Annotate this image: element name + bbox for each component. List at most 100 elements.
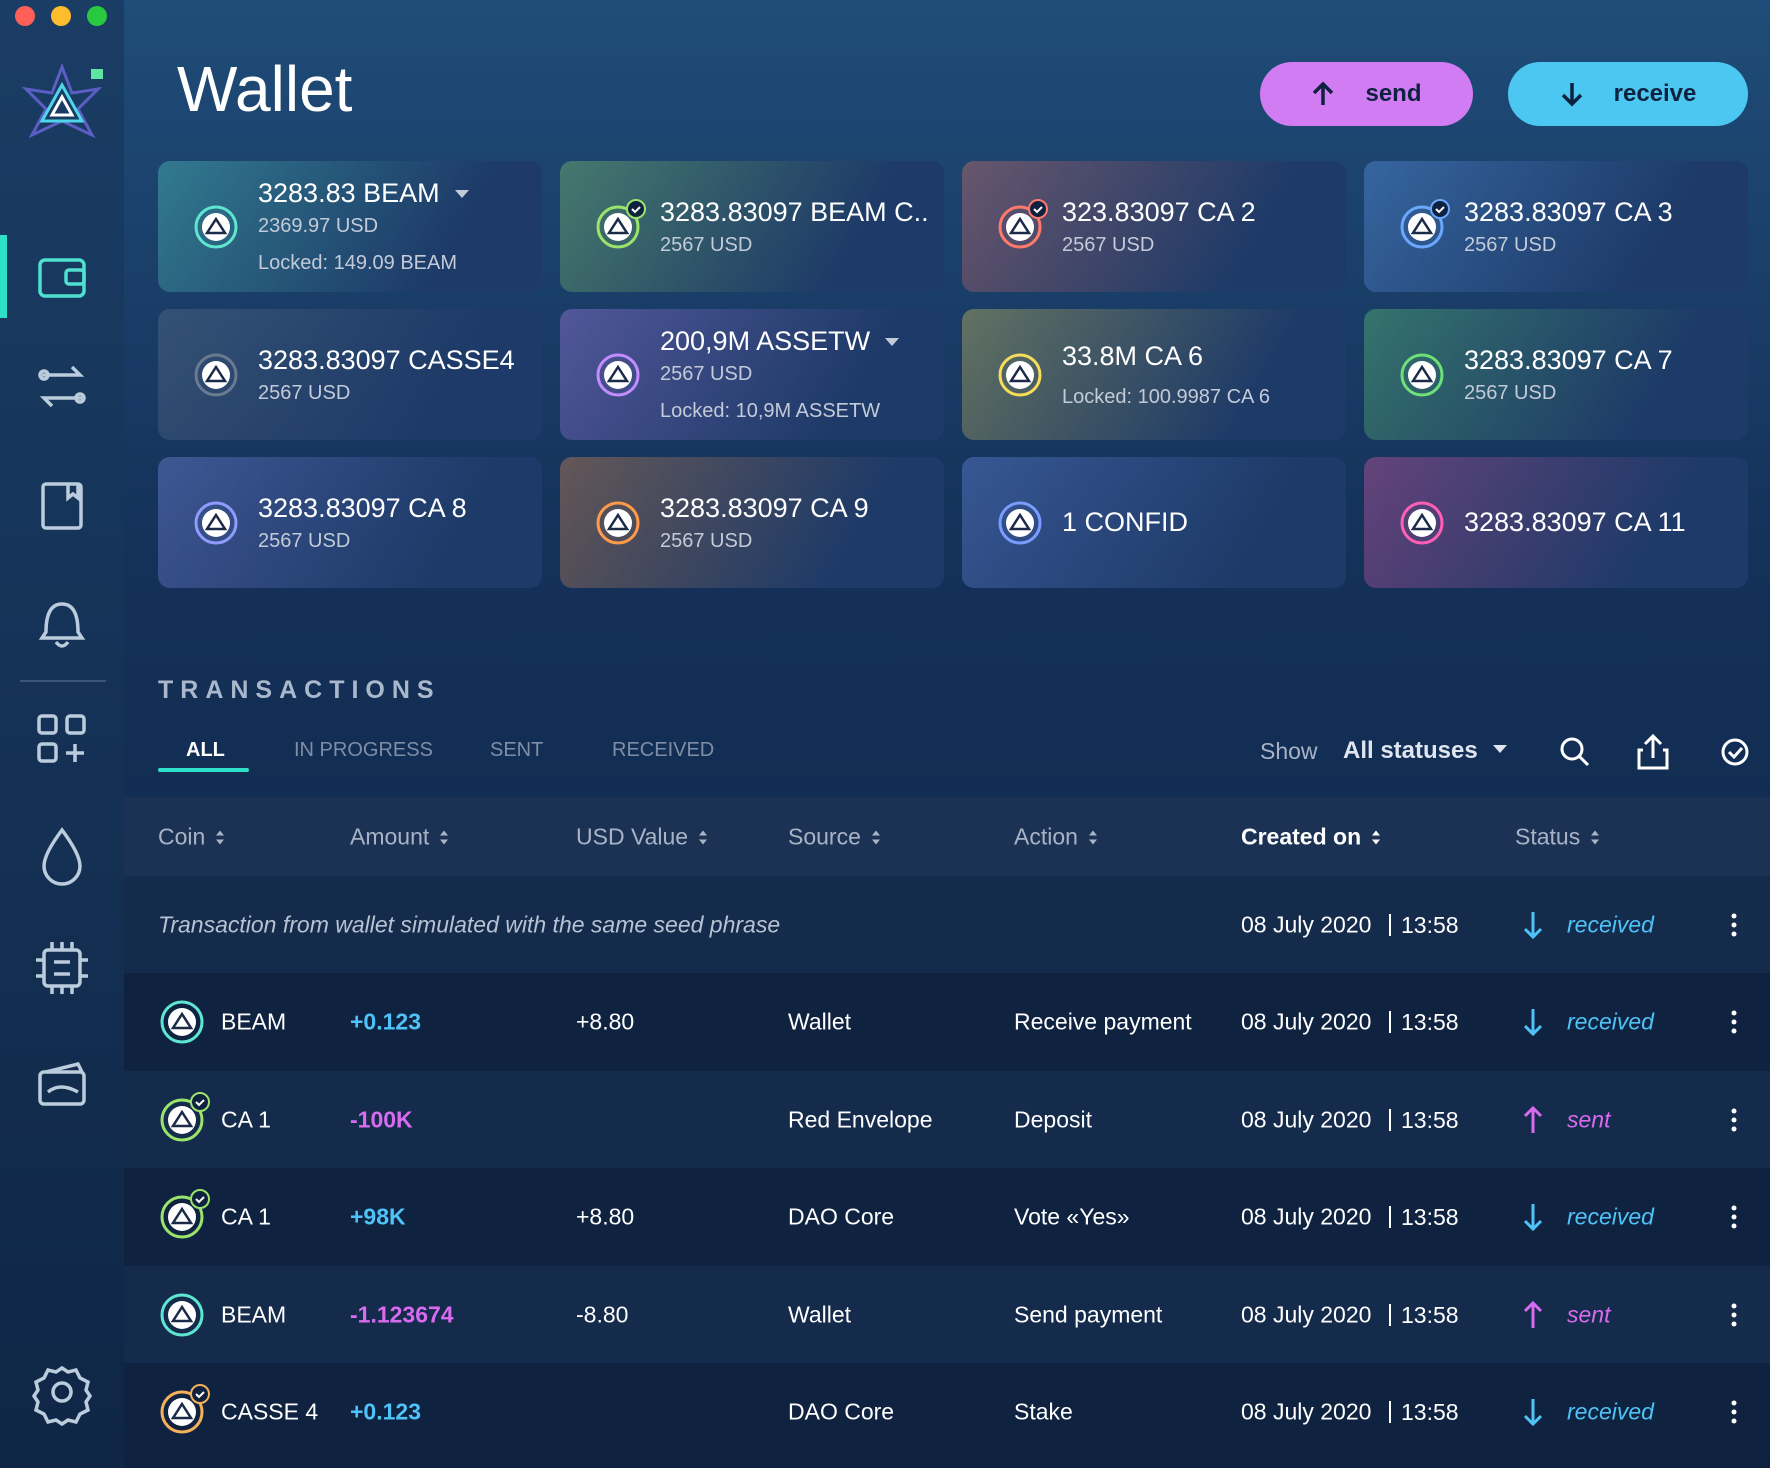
row-menu-dots[interactable] <box>1731 1010 1737 1034</box>
row-menu-dots[interactable] <box>1731 1108 1737 1132</box>
asset-card[interactable]: 3283.83097 CA 9 2567 USD <box>560 457 944 588</box>
row-menu[interactable] <box>1731 1303 1737 1332</box>
row-action: Stake <box>1014 1398 1073 1425</box>
coin-icon <box>998 353 1042 397</box>
row-status: received <box>1567 1203 1654 1230</box>
column-header[interactable]: USD Value <box>576 824 708 851</box>
row-date: 08 July 2020 <box>1241 911 1372 938</box>
tab[interactable]: ALL <box>186 739 225 761</box>
asset-amount-row: 200,9M ASSETW <box>660 326 900 357</box>
receive-button[interactable]: receive <box>1508 62 1748 126</box>
coin-glyph <box>596 353 640 396</box>
column-label[interactable]: Created on <box>1241 823 1362 850</box>
coin-icon <box>1400 353 1444 397</box>
row-menu[interactable] <box>1731 913 1737 942</box>
column-header[interactable]: Action <box>1014 824 1098 851</box>
row-menu-dots[interactable] <box>1731 1400 1737 1424</box>
column-header[interactable]: Amount <box>350 824 449 851</box>
coin-glyph <box>998 501 1042 544</box>
asset-usd: 2567 USD <box>660 233 753 256</box>
sidebar <box>0 0 124 1468</box>
row-action: Receive payment <box>1014 1008 1192 1035</box>
toolbar-icons[interactable] <box>1555 732 1755 772</box>
tab[interactable]: SENT <box>490 739 544 761</box>
asset-amount: 3283.83097 CA 3 <box>1464 196 1673 227</box>
asset-card[interactable]: 3283.83097 CA 7 2567 USD <box>1364 309 1748 440</box>
tab[interactable]: IN PROGRESS <box>294 739 433 761</box>
send-button[interactable]: send <box>1260 62 1473 126</box>
asset-amount-row: 3283.83097 CA 8 <box>258 493 467 524</box>
status-arrow <box>1522 1007 1544 1042</box>
asset-dropdown[interactable] <box>884 337 900 347</box>
page-title: Wallet <box>177 53 353 125</box>
asset-amount: 3283.83 BEAM <box>258 178 440 208</box>
sort-icon[interactable] <box>871 829 881 845</box>
receive-label[interactable]: receive <box>1613 80 1697 107</box>
filter-value[interactable]: All statuses <box>1343 737 1478 764</box>
coin-icon <box>194 501 238 545</box>
asset-card[interactable]: 1 CONFID <box>962 457 1346 588</box>
asset-usd: 2567 USD <box>258 529 351 552</box>
column-label[interactable]: Source <box>788 823 861 850</box>
row-coin: BEAM <box>221 1008 287 1035</box>
coin-glyph <box>596 501 640 544</box>
table-header <box>124 797 1770 876</box>
sort-icon[interactable] <box>215 829 225 845</box>
send-icon <box>1313 81 1334 105</box>
column-label[interactable]: Amount <box>350 823 430 850</box>
asset-amount: 3283.83097 CA 7 <box>1464 344 1673 375</box>
column-header[interactable]: Source <box>788 824 881 851</box>
row-menu[interactable] <box>1731 1400 1737 1429</box>
row-menu-dots[interactable] <box>1731 913 1737 937</box>
asset-card[interactable]: 3283.83097 CA 3 2567 USD <box>1364 161 1748 292</box>
row-time: 13:58 <box>1389 914 1459 937</box>
row-status: received <box>1567 1008 1654 1035</box>
sort-icon[interactable] <box>698 829 708 845</box>
asset-card[interactable]: 33.8M CA 6 Locked: 100.9987 CA 6 <box>962 309 1346 440</box>
row-action: Vote «Yes» <box>1014 1203 1130 1230</box>
asset-text: 3283.83097 CA 11 <box>1464 507 1686 538</box>
coin-icon <box>596 501 640 545</box>
row-menu-dots[interactable] <box>1731 1205 1737 1229</box>
column-label[interactable]: Status <box>1515 823 1581 850</box>
asset-amount-row: 3283.83097 CA 3 <box>1464 197 1673 228</box>
row-time: 13:58 <box>1389 1108 1459 1131</box>
row-comment: Transaction from wallet simulated with t… <box>158 911 781 938</box>
sort-icon[interactable] <box>1371 829 1381 845</box>
row-time: 13:58 <box>1389 1206 1459 1229</box>
asset-card[interactable]: 200,9M ASSETW 2567 USD Locked: 10,9M ASSET… <box>560 309 944 440</box>
asset-card[interactable]: 3283.83 BEAM 2369.97 USD Locked: 149.09 BE… <box>158 161 542 292</box>
asset-card[interactable]: 3283.83097 CASSE4 2567 USD <box>158 309 542 440</box>
sort-icon[interactable] <box>1088 829 1098 845</box>
column-label[interactable]: Coin <box>158 823 206 850</box>
asset-text: 3283.83 BEAM 2369.97 USD Locked: 149.09 BE… <box>258 178 470 275</box>
column-header[interactable]: Coin <box>158 824 225 851</box>
asset-dropdown[interactable] <box>454 189 470 199</box>
row-menu[interactable] <box>1731 1108 1737 1137</box>
column-header[interactable]: Created on <box>1241 824 1381 851</box>
asset-card[interactable]: 3283.83097 CA 8 2567 USD <box>158 457 542 588</box>
sort-icon[interactable] <box>1590 829 1600 845</box>
sort-icon[interactable] <box>439 829 449 845</box>
filter-caret[interactable] <box>1490 742 1510 756</box>
asset-usd: 2567 USD <box>1464 233 1557 256</box>
row-menu-dots[interactable] <box>1731 1303 1737 1327</box>
coin-glyph <box>160 1293 204 1337</box>
asset-amount-row: 3283.83 BEAM <box>258 178 470 209</box>
asset-card[interactable]: 3283.83097 BEAM C.. 2567 USD <box>560 161 944 292</box>
tab[interactable]: RECEIVED <box>612 739 715 761</box>
column-label[interactable]: USD Value <box>576 823 689 850</box>
column-header[interactable]: Status <box>1515 824 1600 851</box>
table-row <box>124 1070 1770 1169</box>
send-label[interactable]: send <box>1365 80 1422 107</box>
row-source: DAO Core <box>788 1398 895 1425</box>
row-menu[interactable] <box>1731 1010 1737 1039</box>
column-label[interactable]: Action <box>1014 823 1078 850</box>
status-arrow-glyph <box>1523 912 1543 940</box>
asset-card[interactable]: 3283.83097 CA 11 <box>1364 457 1748 588</box>
asset-usd: 2567 USD <box>660 363 753 385</box>
row-menu[interactable] <box>1731 1205 1737 1234</box>
asset-card[interactable]: 323.83097 CA 2 2567 USD <box>962 161 1346 292</box>
table-row <box>124 1363 1770 1461</box>
asset-amount-row: 3283.83097 CA 7 <box>1464 345 1673 376</box>
